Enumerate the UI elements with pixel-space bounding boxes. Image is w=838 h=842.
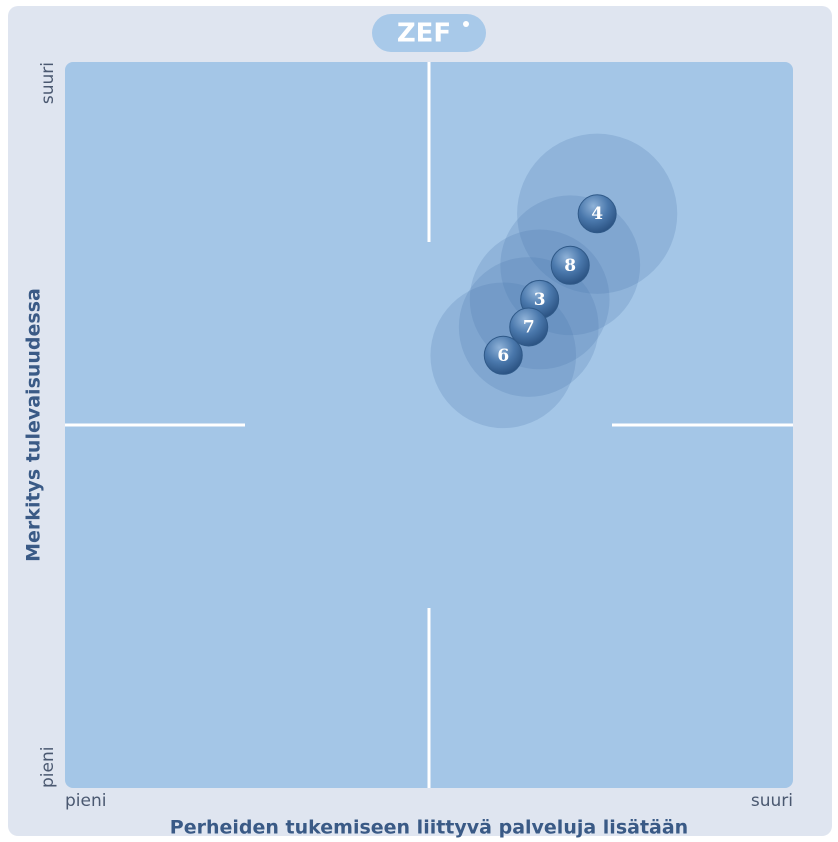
- plot-area: [65, 62, 793, 788]
- y-axis-title: Merkitys tulevaisuudessa: [23, 288, 45, 562]
- point-label: 6: [497, 346, 509, 366]
- x-tick-label: suuri: [751, 791, 793, 811]
- bubble: [509, 307, 549, 347]
- logo-mark: [463, 21, 469, 27]
- y-tick-label: pieni: [38, 747, 58, 788]
- logo-badge: [372, 14, 486, 52]
- bubble: [577, 194, 617, 234]
- logo: ZEF: [397, 19, 451, 49]
- y-tick-label: suuri: [38, 62, 58, 104]
- point-label: 7: [523, 317, 535, 337]
- quadrant-lines: [65, 62, 793, 788]
- x-tick-label: pieni: [65, 791, 106, 811]
- bubble: [483, 335, 523, 375]
- point-label: 4: [591, 204, 603, 224]
- bubble: [550, 245, 590, 285]
- point-label: 8: [564, 256, 576, 276]
- x-axis-title: Perheiden tukemiseen liittyvä palveluja …: [170, 817, 688, 839]
- point-label: 3: [534, 290, 546, 310]
